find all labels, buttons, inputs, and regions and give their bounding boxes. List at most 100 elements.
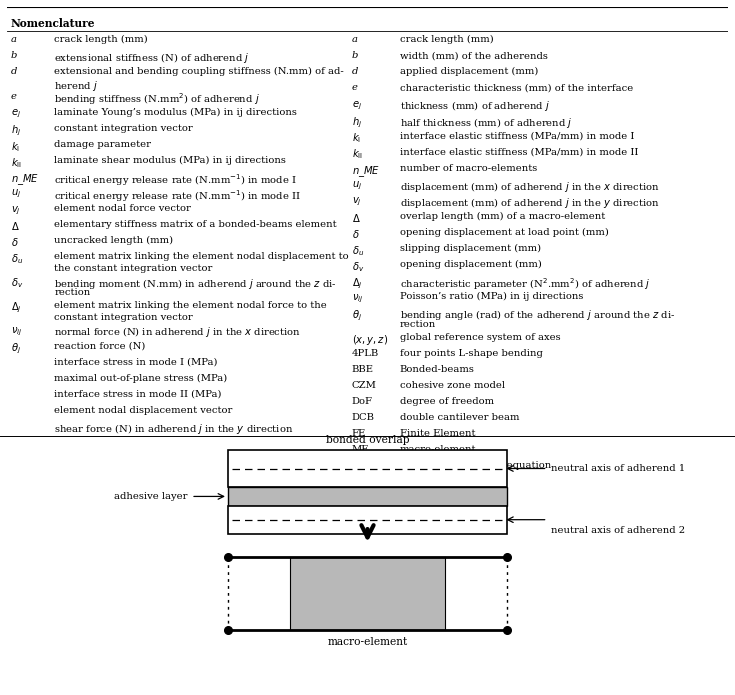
Text: rection: rection xyxy=(400,320,436,329)
Text: 4PLB: 4PLB xyxy=(351,349,379,358)
Text: displacement (mm) of adherend $j$ in the $x$ direction: displacement (mm) of adherend $j$ in the… xyxy=(400,180,660,194)
Text: $h_j$: $h_j$ xyxy=(11,124,21,138)
Text: overlap length (mm) of a macro-element: overlap length (mm) of a macro-element xyxy=(400,212,605,221)
Text: a: a xyxy=(11,35,17,44)
Text: $k_\mathrm{II}$: $k_\mathrm{II}$ xyxy=(11,156,22,170)
Text: bending angle (rad) of the adherend $j$ around the $z$ di-: bending angle (rad) of the adherend $j$ … xyxy=(400,309,675,322)
Text: herend $j$: herend $j$ xyxy=(54,79,98,93)
Text: e: e xyxy=(11,92,17,101)
Text: global reference system of axes: global reference system of axes xyxy=(400,333,561,342)
Text: $e_j$: $e_j$ xyxy=(11,108,21,120)
Text: BBE: BBE xyxy=(351,365,373,374)
Text: $\Delta_j$: $\Delta_j$ xyxy=(11,301,22,316)
Text: cohesive zone model: cohesive zone model xyxy=(400,381,505,390)
Text: bending moment (N.mm) in adherend $j$ around the $z$ di-: bending moment (N.mm) in adherend $j$ ar… xyxy=(54,277,337,291)
Text: neutral axis of adherend 1: neutral axis of adherend 1 xyxy=(551,464,686,473)
Text: $v_j$: $v_j$ xyxy=(351,196,362,208)
Text: reaction force (N): reaction force (N) xyxy=(54,341,146,350)
Text: DCB: DCB xyxy=(351,413,375,422)
Text: d: d xyxy=(351,67,358,76)
Text: element nodal displacement vector: element nodal displacement vector xyxy=(54,406,232,415)
Text: $u_j$: $u_j$ xyxy=(351,180,362,193)
Text: interface elastic stiffness (MPa/mm) in mode II: interface elastic stiffness (MPa/mm) in … xyxy=(400,148,638,156)
Text: neutral axis of adherend 2: neutral axis of adherend 2 xyxy=(551,526,685,535)
Text: constant integration vector: constant integration vector xyxy=(54,313,193,322)
Text: opening displacement at load point (mm): opening displacement at load point (mm) xyxy=(400,228,609,237)
Text: b: b xyxy=(351,51,358,60)
Text: $\nu_{ij}$: $\nu_{ij}$ xyxy=(351,293,363,304)
Text: applied displacement (mm): applied displacement (mm) xyxy=(400,67,538,76)
Text: $v_j$: $v_j$ xyxy=(11,204,21,217)
Text: $k_\mathrm{II}$: $k_\mathrm{II}$ xyxy=(351,148,363,161)
Text: DoF: DoF xyxy=(351,397,373,406)
Text: the constant integration vector: the constant integration vector xyxy=(54,264,212,273)
Text: characteristic thickness (mm) of the interface: characteristic thickness (mm) of the int… xyxy=(400,83,633,92)
Text: $h_j$: $h_j$ xyxy=(351,115,362,130)
Text: elementary stiffness matrix of a bonded-beams element: elementary stiffness matrix of a bonded-… xyxy=(54,220,337,229)
Text: $n\_ME$: $n\_ME$ xyxy=(11,172,39,187)
Text: $\delta$: $\delta$ xyxy=(11,236,18,248)
Text: unidirectional: unidirectional xyxy=(400,477,471,486)
Text: normal force (N) in adherend $j$ in the $x$ direction: normal force (N) in adherend $j$ in the … xyxy=(54,325,301,339)
Text: crack length (mm): crack length (mm) xyxy=(400,35,494,44)
Text: four points L-shape bending: four points L-shape bending xyxy=(400,349,542,358)
Text: double cantilever beam: double cantilever beam xyxy=(400,413,520,422)
Text: critical energy release rate (N.mm$^{-1}$) in mode II: critical energy release rate (N.mm$^{-1}… xyxy=(54,188,301,204)
Text: laminate shear modulus (MPa) in ij directions: laminate shear modulus (MPa) in ij direc… xyxy=(54,156,286,165)
Text: bonded overlap: bonded overlap xyxy=(326,435,409,445)
Text: $k_\mathrm{I}$: $k_\mathrm{I}$ xyxy=(11,140,20,154)
Text: half thickness (mm) of adherend $j$: half thickness (mm) of adherend $j$ xyxy=(400,115,573,129)
Text: ME: ME xyxy=(351,445,369,455)
Text: bending stiffness (N.mm$^{2}$) of adherend $j$: bending stiffness (N.mm$^{2}$) of adhere… xyxy=(54,92,260,108)
Text: $\nu_{ij}$: $\nu_{ij}$ xyxy=(11,325,23,338)
Text: ODE: ODE xyxy=(351,461,375,471)
Text: element matrix linking the element nodal displacement to: element matrix linking the element nodal… xyxy=(54,252,349,261)
Text: $\theta_j$: $\theta_j$ xyxy=(351,309,362,322)
Text: extensional and bending coupling stiffness (N.mm) of ad-: extensional and bending coupling stiffne… xyxy=(54,67,344,76)
Text: a: a xyxy=(351,35,358,44)
Text: $(x,y,z)$: $(x,y,z)$ xyxy=(351,333,388,347)
Text: interface elastic stiffness (MPa/mm) in mode I: interface elastic stiffness (MPa/mm) in … xyxy=(400,131,634,140)
Text: $u_j$: $u_j$ xyxy=(11,188,21,200)
Text: $e_j$: $e_j$ xyxy=(351,99,362,112)
Text: b: b xyxy=(11,51,18,60)
Text: extensional stiffness (N) of adherend $j$: extensional stiffness (N) of adherend $j… xyxy=(54,51,250,65)
Text: $\delta_u$: $\delta_u$ xyxy=(11,252,24,266)
Text: thickness (mm) of adherend $j$: thickness (mm) of adherend $j$ xyxy=(400,99,550,113)
Text: Poisson’s ratio (MPa) in ij directions: Poisson’s ratio (MPa) in ij directions xyxy=(400,293,584,302)
Text: FE: FE xyxy=(351,430,366,438)
Text: slipping displacement (mm): slipping displacement (mm) xyxy=(400,244,541,253)
Text: interface stress in mode I (MPa): interface stress in mode I (MPa) xyxy=(54,357,218,366)
Text: uncracked length (mm): uncracked length (mm) xyxy=(54,236,173,245)
Text: Nomenclature: Nomenclature xyxy=(11,18,96,28)
Text: $n\_ME$: $n\_ME$ xyxy=(351,164,380,179)
Text: $\delta_v$: $\delta_v$ xyxy=(351,260,364,274)
Text: laminate Young’s modulus (MPa) in ij directions: laminate Young’s modulus (MPa) in ij dir… xyxy=(54,108,297,117)
Text: crack length (mm): crack length (mm) xyxy=(54,35,148,44)
Text: $\theta_j$: $\theta_j$ xyxy=(11,341,21,356)
Bar xyxy=(290,557,445,630)
Text: adhesive layer: adhesive layer xyxy=(114,492,187,501)
Text: CZM: CZM xyxy=(351,381,376,390)
Bar xyxy=(228,487,507,506)
Text: characteristic parameter (N$^{2}$.mm$^{2}$) of adherend $j$: characteristic parameter (N$^{2}$.mm$^{2… xyxy=(400,277,650,292)
Text: $k_\mathrm{I}$: $k_\mathrm{I}$ xyxy=(351,131,361,145)
Text: damage parameter: damage parameter xyxy=(54,140,151,149)
Text: $\Delta_j$: $\Delta_j$ xyxy=(351,277,362,291)
Text: rection: rection xyxy=(54,288,90,297)
Bar xyxy=(228,450,507,487)
Text: critical energy release rate (N.mm$^{-1}$) in mode I: critical energy release rate (N.mm$^{-1}… xyxy=(54,172,297,188)
Text: degree of freedom: degree of freedom xyxy=(400,397,494,406)
Text: interface stress in mode II (MPa): interface stress in mode II (MPa) xyxy=(54,390,222,399)
Text: $\delta_u$: $\delta_u$ xyxy=(351,244,364,258)
Text: d: d xyxy=(11,67,18,76)
Text: Bonded-beams: Bonded-beams xyxy=(400,365,475,374)
Text: Finite Element: Finite Element xyxy=(400,430,476,438)
Text: e: e xyxy=(351,83,357,92)
Text: displacement (mm) of adherend $j$ in the $y$ direction: displacement (mm) of adherend $j$ in the… xyxy=(400,196,660,210)
Text: element nodal force vector: element nodal force vector xyxy=(54,204,191,213)
Text: $\Delta$: $\Delta$ xyxy=(351,212,360,224)
Text: number of macro-elements: number of macro-elements xyxy=(400,164,537,173)
Text: ordinary differential equation: ordinary differential equation xyxy=(400,461,551,471)
Text: maximal out-of-plane stress (MPa): maximal out-of-plane stress (MPa) xyxy=(54,374,227,383)
